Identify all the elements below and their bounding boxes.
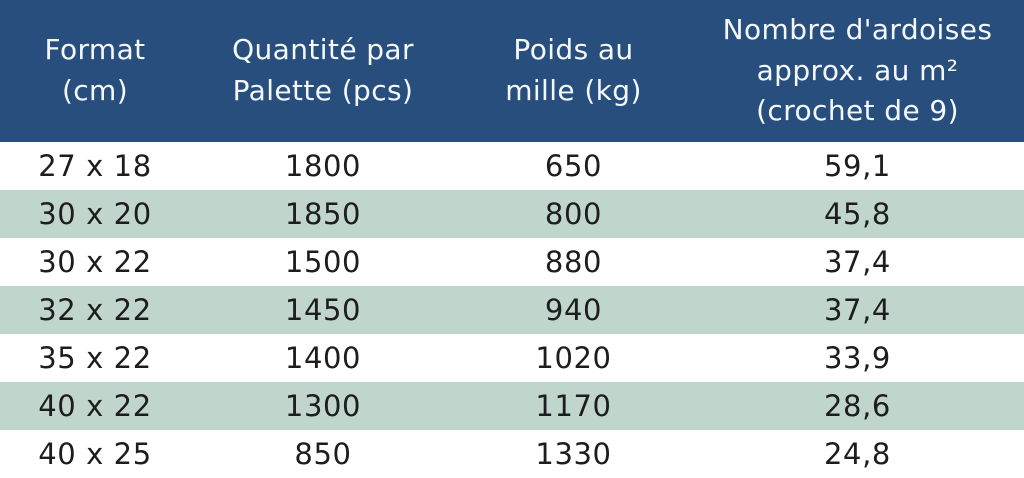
cell-poids: 650 bbox=[544, 149, 603, 183]
header-cell-nombre-ardoises: Nombre d'ardoises approx. au m² (crochet… bbox=[691, 0, 1024, 142]
cell-format: 40 x 25 bbox=[38, 437, 152, 471]
cell-poids: 880 bbox=[544, 245, 603, 279]
cell-nombre: 33,9 bbox=[824, 341, 891, 375]
table-row: 30 x 22 1500 880 37,4 bbox=[0, 238, 1024, 286]
cell-nombre: 24,8 bbox=[824, 437, 891, 471]
header-line: Palette (pcs) bbox=[232, 74, 414, 107]
cell-quantite: 850 bbox=[294, 437, 352, 471]
cell-quantite: 1800 bbox=[284, 149, 362, 183]
cell-nombre: 45,8 bbox=[824, 197, 891, 231]
header-line: (cm) bbox=[61, 74, 129, 107]
table-header-row: Format (cm) Quantité par Palette (pcs) P… bbox=[0, 0, 1024, 142]
cell-poids: 1020 bbox=[535, 341, 612, 375]
cell-nombre: 28,6 bbox=[824, 389, 891, 423]
cell-nombre: 37,4 bbox=[824, 245, 891, 279]
cell-quantite: 1450 bbox=[284, 293, 362, 327]
cell-format: 30 x 22 bbox=[38, 245, 152, 279]
header-line: approx. au m² bbox=[756, 53, 959, 87]
cell-quantite: 1850 bbox=[284, 197, 362, 231]
header-line: (crochet de 9) bbox=[756, 94, 959, 128]
cell-format: 40 x 22 bbox=[38, 389, 152, 423]
table-row: 32 x 22 1450 940 37,4 bbox=[0, 286, 1024, 334]
table-row: 27 x 18 1800 650 59,1 bbox=[0, 142, 1024, 190]
table-row: 40 x 25 850 1330 24,8 bbox=[0, 430, 1024, 478]
table-row: 40 x 22 1300 1170 28,6 bbox=[0, 382, 1024, 430]
header-line: Format bbox=[44, 33, 146, 67]
cell-quantite: 1400 bbox=[284, 341, 362, 375]
cell-nombre: 59,1 bbox=[824, 149, 891, 183]
cell-quantite: 1500 bbox=[284, 245, 362, 279]
cell-format: 32 x 22 bbox=[38, 293, 152, 327]
cell-poids: 1170 bbox=[535, 389, 612, 423]
cell-quantite: 1300 bbox=[284, 389, 362, 423]
cell-poids: 800 bbox=[544, 197, 603, 231]
table-row: 35 x 22 1400 1020 33,9 bbox=[0, 334, 1024, 382]
cell-format: 30 x 20 bbox=[38, 197, 152, 231]
cell-format: 35 x 22 bbox=[38, 341, 152, 375]
header-cell-quantite-palette: Quantité par Palette (pcs) bbox=[190, 0, 456, 142]
header-cell-poids-mille: Poids au mille (kg) bbox=[456, 0, 691, 142]
header-line: Poids au bbox=[513, 33, 634, 67]
cell-nombre: 37,4 bbox=[824, 293, 891, 327]
cell-poids: 940 bbox=[544, 293, 603, 327]
header-line: Nombre d'ardoises bbox=[722, 13, 993, 47]
cell-format: 27 x 18 bbox=[38, 149, 152, 183]
cell-poids: 1330 bbox=[535, 437, 612, 471]
header-line: Quantité par bbox=[232, 33, 414, 67]
table-row: 30 x 20 1850 800 45,8 bbox=[0, 190, 1024, 238]
header-cell-format: Format (cm) bbox=[0, 0, 190, 142]
header-line: mille (kg) bbox=[505, 74, 642, 107]
